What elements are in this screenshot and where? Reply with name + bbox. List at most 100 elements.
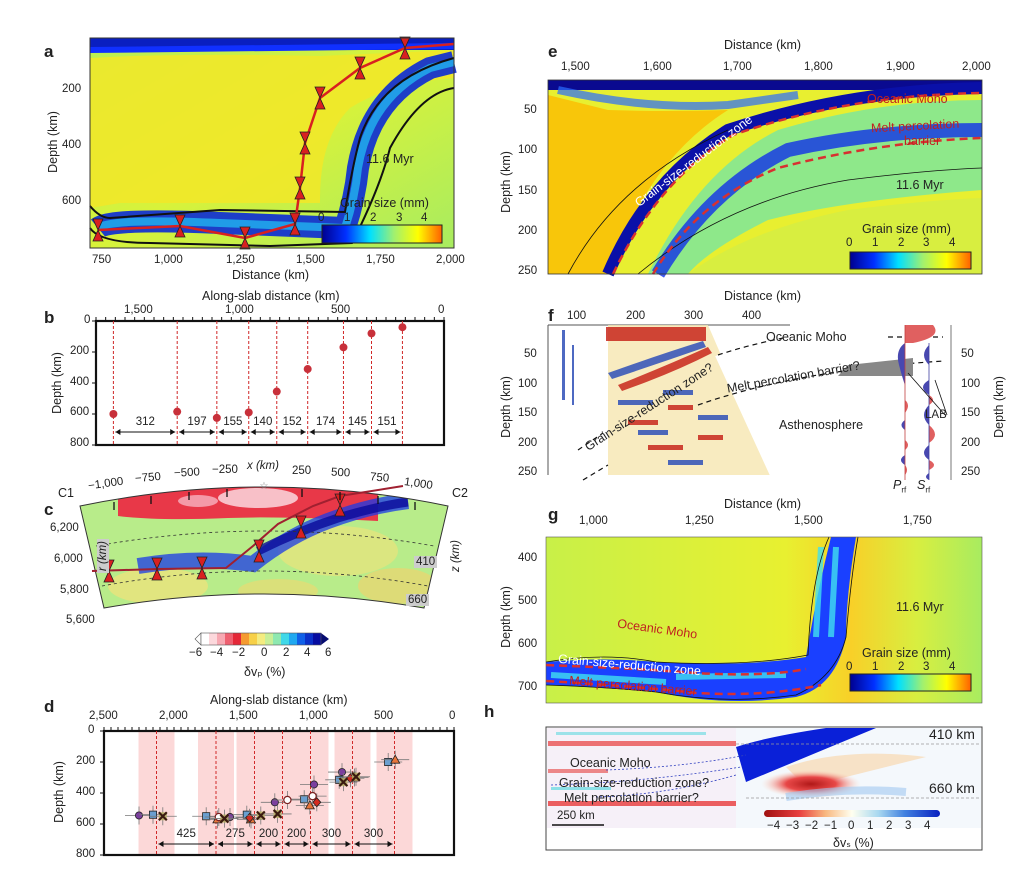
panel-b-xlabel: Along-slab distance (km) xyxy=(202,289,340,303)
panel-c-cbar-tick: −4 xyxy=(210,647,224,659)
panel-g-cbar-tick: 4 xyxy=(949,661,956,673)
panel-label-d: d xyxy=(44,697,55,716)
panel-a-ylabel: Depth (km) xyxy=(45,111,60,173)
marker-red-diamond xyxy=(312,797,322,808)
panel-g-cbar-tick: 2 xyxy=(898,661,905,673)
panel-e-xtick: 2,000 xyxy=(962,61,991,73)
panel-label-f: f xyxy=(548,306,554,325)
panel-a-xtick: 1,250 xyxy=(226,254,255,266)
spacing-label: 300 xyxy=(322,828,341,840)
panel-e-ytick: 200 xyxy=(518,225,538,237)
panel-d-ytick: 400 xyxy=(76,786,96,798)
panel-f-ytick: 200 xyxy=(518,437,538,449)
panel-d-xtick: 1,000 xyxy=(299,710,328,722)
panel-d-ytick: 200 xyxy=(76,755,96,767)
panel-e-xtick: 1,600 xyxy=(643,61,672,73)
marker-blue-square xyxy=(300,795,309,804)
panel-h-660-label: 660 km xyxy=(929,780,975,796)
panel-e-cbar-tick: 3 xyxy=(923,237,930,249)
panel-g-ytick: 500 xyxy=(518,595,538,607)
panel-c-xtick: −500 xyxy=(173,466,201,480)
panel-label-h: h xyxy=(484,702,495,721)
marker-orange-triangle xyxy=(390,754,401,764)
arrow-head-right xyxy=(275,841,281,847)
panel-f-xtick: 200 xyxy=(626,310,646,322)
arrow-head-left xyxy=(278,429,284,435)
panel-g-colorbar xyxy=(849,673,972,692)
marker-x-cross xyxy=(158,811,168,822)
panel-f-moho-label: Oceanic Moho xyxy=(766,330,847,344)
arrow-head-right xyxy=(209,429,215,435)
arrow-head-right xyxy=(300,429,306,435)
panel-b-ytick: 400 xyxy=(70,376,90,388)
panel-label-g: g xyxy=(548,505,559,524)
marker-orange-triangle xyxy=(304,800,315,810)
panel-b-xtick: 500 xyxy=(331,304,351,316)
panel-e-ytick: 50 xyxy=(524,104,537,116)
panel-d-xtick: 1,500 xyxy=(229,710,258,722)
panel-h-cbar-tick: 3 xyxy=(905,820,912,832)
marker-blue-square xyxy=(202,812,211,821)
panel-g-xtick: 1,500 xyxy=(794,515,823,527)
panel-h-cbar-tick: −2 xyxy=(805,820,819,832)
panel-f-ylabel-right: Depth (km) xyxy=(991,376,1006,438)
panel-d-xtick: 500 xyxy=(374,710,394,722)
arrow-head-left xyxy=(345,429,351,435)
data-point xyxy=(272,387,281,396)
panel-f-rytick: 200 xyxy=(961,437,981,449)
panel-g-colorbar-title: Grain size (mm) xyxy=(862,646,951,660)
marker-purple-circle xyxy=(270,798,279,807)
panel-f-xtick: 100 xyxy=(567,310,587,322)
panel-h-moho-label: Oceanic Moho xyxy=(570,756,651,770)
panel-c-cbar-tick: 4 xyxy=(304,647,311,659)
arrow-head-right xyxy=(269,429,275,435)
arrow-head-right xyxy=(364,429,370,435)
panel-c-colorbar xyxy=(194,632,329,646)
panel-h-410-label: 410 km xyxy=(929,726,975,742)
panel-d-xtick: 0 xyxy=(449,710,456,722)
panel-e-ytick: 150 xyxy=(518,185,538,197)
panel-c-rtick: 6,000 xyxy=(54,553,83,565)
panel-a-ytick: 200 xyxy=(62,83,82,95)
panel-e-colorbar-title: Grain size (mm) xyxy=(862,222,951,236)
panel-e-ytick: 100 xyxy=(518,144,538,156)
arrow-head-left xyxy=(312,841,318,847)
panel-b-plot: 312 197 155 140 152 174 145 151 xyxy=(92,317,446,447)
panel-f-xtick: 300 xyxy=(684,310,704,322)
arrow-head-left xyxy=(309,429,315,435)
panel-e-time-label: 11.6 Myr xyxy=(896,178,944,192)
panel-h-cbar-tick: −1 xyxy=(824,820,838,832)
panel-e-colorbar xyxy=(849,251,972,270)
panel-h-scalebar-label: 250 km xyxy=(557,810,595,822)
data-point xyxy=(339,343,348,352)
panel-g-ytick: 400 xyxy=(518,552,538,564)
marker-x-cross xyxy=(219,813,230,824)
panel-e-plot xyxy=(547,79,983,278)
spacing-label: 200 xyxy=(259,828,278,840)
marker-open-circle xyxy=(283,795,292,805)
panel-c-colorbar-title: δvₚ (%) xyxy=(244,665,286,679)
spacing-label: 140 xyxy=(253,416,272,428)
panel-a-cbar-tick: 1 xyxy=(344,212,351,224)
panel-g-cbar-tick: 3 xyxy=(923,661,930,673)
arrow-head-right xyxy=(170,429,176,435)
panel-g-time-label: 11.6 Myr xyxy=(896,600,944,614)
panel-h-cbar-tick: 2 xyxy=(886,820,893,832)
data-point xyxy=(109,410,118,418)
data-point xyxy=(244,408,253,417)
panel-b-ytick: 200 xyxy=(70,345,90,357)
panel-b-ytick: 600 xyxy=(70,406,90,418)
spacing-label: 152 xyxy=(283,416,302,428)
panel-f-srf-main: S xyxy=(917,478,926,492)
panel-f-ytick: 150 xyxy=(518,407,538,419)
panel-f-lab-label: LAB xyxy=(925,409,947,421)
marker-x-cross xyxy=(256,810,266,821)
panel-c-xtick: −250 xyxy=(212,464,238,476)
arrow-head-right xyxy=(387,841,393,847)
panel-f-ylabel: Depth (km) xyxy=(498,376,513,438)
panel-d-plot: 425 275 200 200 300 300 xyxy=(100,727,456,857)
spacing-label: 174 xyxy=(316,416,336,428)
marker-open-circle xyxy=(308,791,317,801)
panel-g-ytick: 700 xyxy=(518,681,538,693)
arrow-head-right xyxy=(345,841,351,847)
